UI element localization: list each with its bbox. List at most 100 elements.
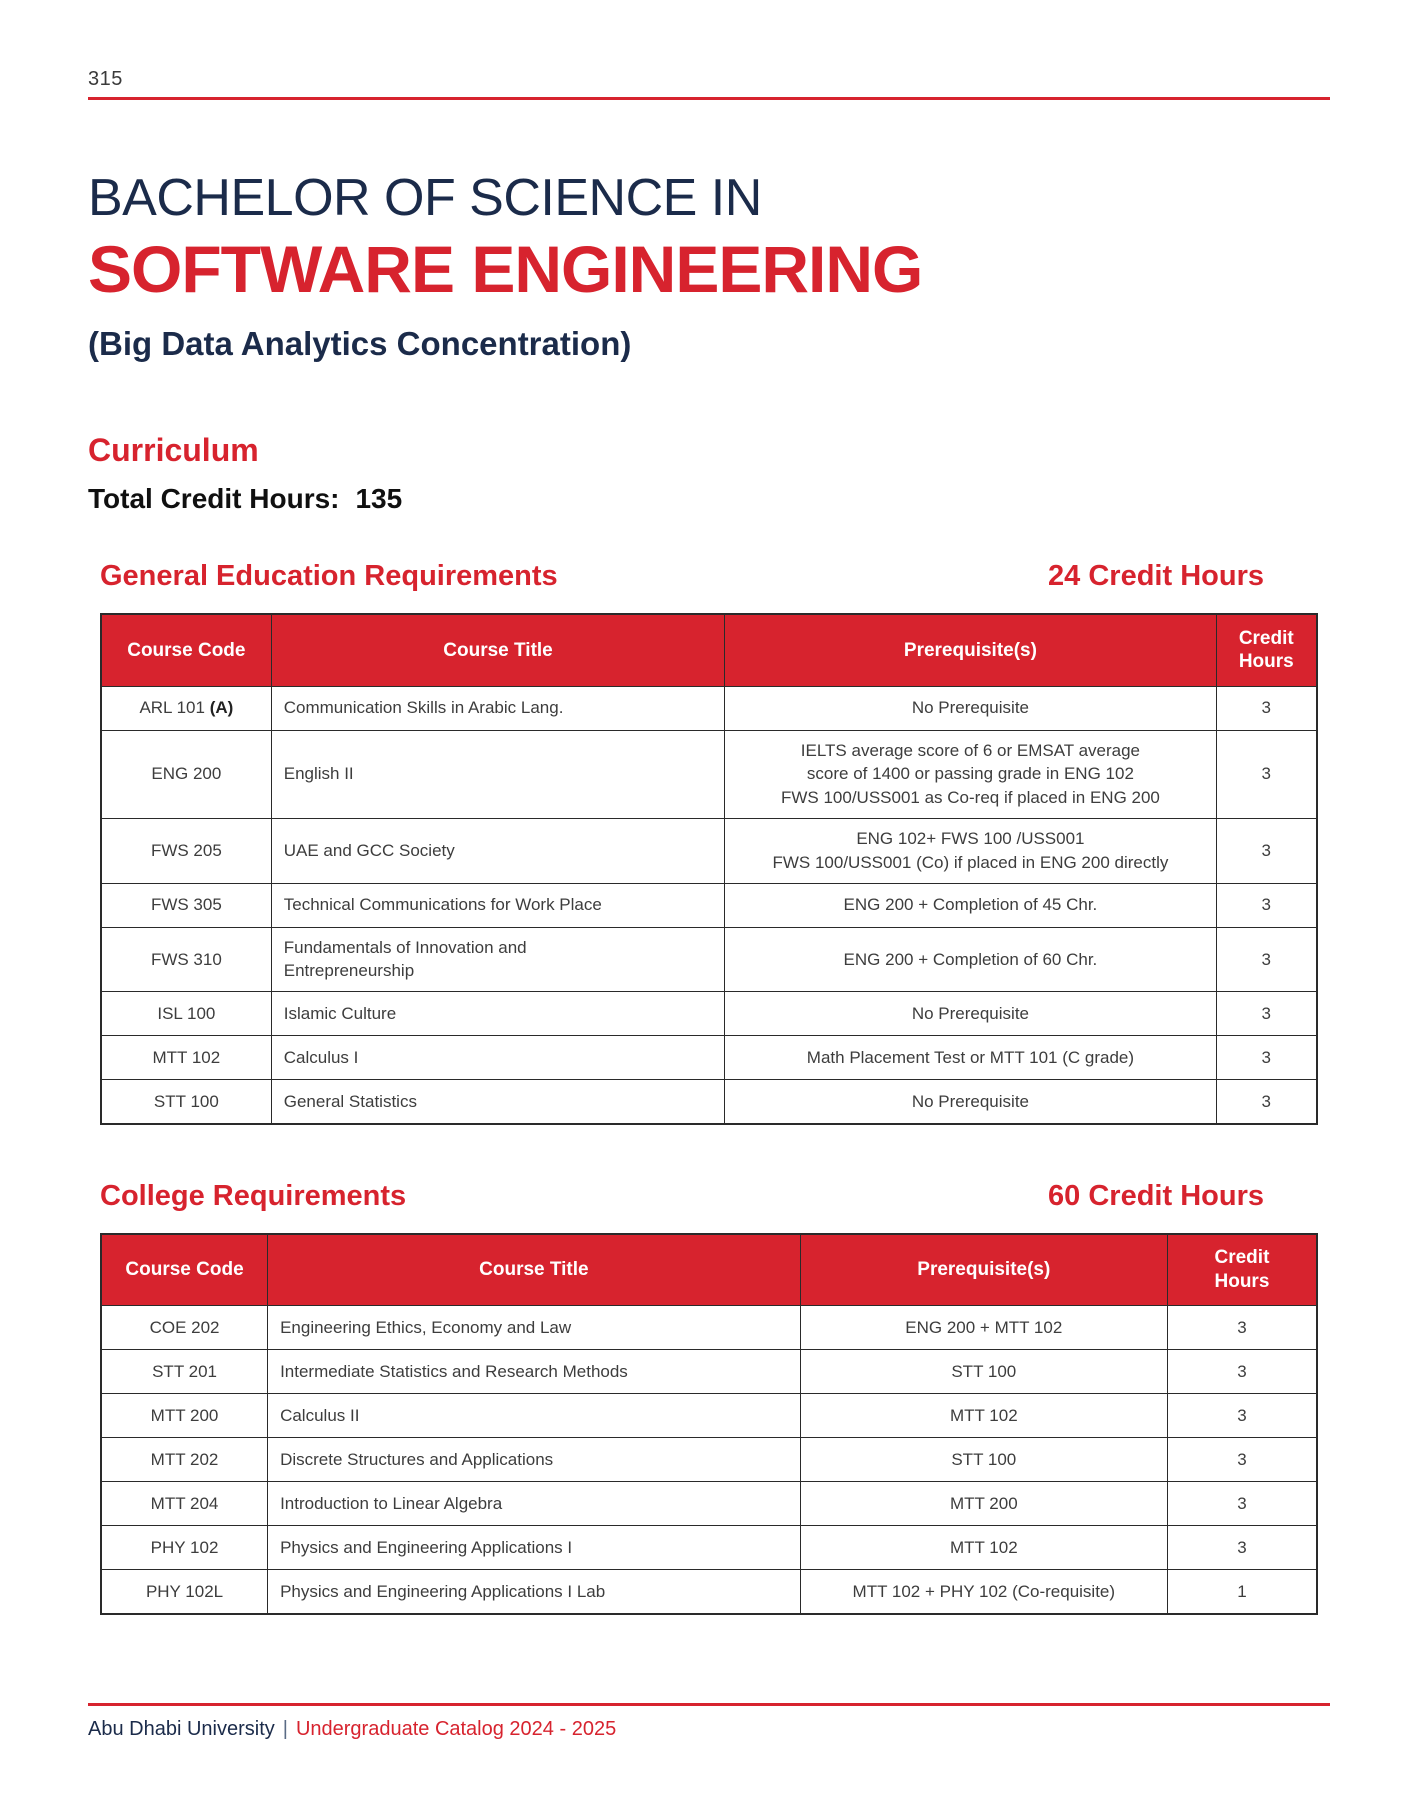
course-code-cell: FWS 305 (100, 882, 272, 928)
table-body: COE 202 Engineering Ethics, Economy and L… (100, 1305, 1318, 1615)
footer-separator: | (282, 1718, 288, 1740)
course-title-cell: Physics and Engineering Applications I (267, 1525, 801, 1571)
course-title-cell: Islamic Culture (270, 991, 726, 1037)
prerequisite-cell: No Prerequisite (724, 991, 1217, 1037)
prerequisite-cell: Math Placement Test or MTT 101 (C grade) (724, 1035, 1217, 1081)
header-row: Course Code Course Title Prerequisite(s) Cr… (100, 613, 1318, 687)
course-code-note: (A) (204, 698, 234, 718)
prerequisite-cell: IELTS average score of 6 or EMSAT averag… (724, 729, 1217, 820)
course-code-cell: PHY 102L (100, 1569, 269, 1615)
table-row: STT 201 Intermediate Statistics and Resea… (100, 1349, 1318, 1395)
table-row: FWS 310 Fundamentals of Innovation and En… (100, 926, 1318, 993)
footer-catalog: Undergraduate Catalog 2024 - 2025 (295, 1718, 617, 1740)
course-title-cell: Introduction to Linear Algebra (267, 1481, 801, 1527)
course-title-cell: Discrete Structures and Applications (267, 1437, 801, 1483)
college-requirements-table: Course Code Course Title Prerequisite(s) Cr… (100, 1232, 1318, 1615)
section-title: General Education Requirements (100, 560, 558, 593)
credit-hours-cell: 3 (1166, 1481, 1318, 1527)
table-row: COE 202 Engineering Ethics, Economy and L… (100, 1305, 1318, 1351)
course-code-cell: MTT 200 (100, 1393, 269, 1439)
table-row: MTT 204 Introduction to Linear Algebra MTT… (100, 1481, 1318, 1527)
course-code-cell: ARL 101 (A) (100, 685, 272, 731)
prerequisite-cell: ENG 102+ FWS 100 /USS001 FWS 100/USS001 … (724, 818, 1217, 884)
credit-hours-cell: 3 (1215, 882, 1318, 928)
credit-hours-cell: 3 (1215, 818, 1318, 884)
course-code-cell: PHY 102 (100, 1525, 269, 1571)
credit-hours-cell: 3 (1215, 991, 1318, 1037)
concentration-subtitle: (Big Data Analytics Concentration) (88, 325, 632, 362)
table-header: Course Code Course Title Prerequisite(s) Cr… (100, 613, 1318, 687)
credit-hours-cell: 3 (1215, 1035, 1318, 1081)
course-title-cell: Intermediate Statistics and Research Met… (267, 1349, 801, 1395)
column-header: Course Title (267, 1233, 801, 1307)
header-rule (88, 97, 1330, 100)
table-header: Course Code Course Title Prerequisite(s) Cr… (100, 1233, 1318, 1307)
credit-hours-cell: 3 (1215, 1079, 1318, 1125)
footer-university: Abu Dhabi University (88, 1718, 275, 1740)
course-code-cell: MTT 202 (100, 1437, 269, 1483)
credit-hours-cell: 3 (1215, 729, 1318, 820)
course-code-cell: FWS 310 (100, 926, 272, 993)
section-heading-general-education: General Education Requirements 24 Credit… (100, 560, 1264, 593)
total-credit-hours-label: Total Credit Hours: (88, 483, 340, 515)
prerequisite-cell: MTT 200 (799, 1481, 1168, 1527)
prerequisite-cell: STT 100 (799, 1437, 1168, 1483)
course-code-cell: MTT 204 (100, 1481, 269, 1527)
section-heading-college-requirements: College Requirements 60 Credit Hours (100, 1179, 1264, 1213)
section-credit-hours: 60 Credit Hours (1048, 1179, 1264, 1212)
course-title-cell: General Statistics (270, 1079, 726, 1125)
prerequisite-cell: MTT 102 (799, 1393, 1168, 1439)
course-title-cell: Technical Communications for Work Place (270, 882, 726, 928)
credit-hours-cell: 1 (1166, 1569, 1318, 1615)
section-title: College Requirements (100, 1179, 407, 1212)
section-credit-hours: 24 Credit Hours (1048, 560, 1264, 593)
table-row: ISL 100 Islamic Culture No Prerequisite 3 (100, 991, 1318, 1037)
credit-hours-cell: 3 (1166, 1525, 1318, 1571)
title-block: BACHELOR OF SCIENCE IN SOFTWARE ENGINEER… (88, 172, 1330, 362)
course-code-cell: FWS 205 (100, 818, 272, 884)
credit-hours-cell: 3 (1166, 1393, 1318, 1439)
table-row: MTT 102 Calculus I Math Placement Test or … (100, 1035, 1318, 1081)
program-name: SOFTWARE ENGINEERING (88, 232, 923, 306)
prerequisite-cell: No Prerequisite (724, 1079, 1217, 1125)
column-header: Course Code (100, 1233, 269, 1307)
table-row: ARL 101 (A) Communication Skills in Arabi… (100, 685, 1318, 731)
course-code-cell: ENG 200 (100, 729, 272, 820)
course-title-cell: Physics and Engineering Applications I L… (267, 1569, 801, 1615)
page-footer: Abu Dhabi University | Undergraduate Catal… (88, 1703, 1330, 1741)
course-title-cell: English II (270, 729, 726, 820)
course-title-cell: Communication Skills in Arabic Lang. (270, 685, 726, 731)
degree-prefix: BACHELOR OF SCIENCE IN (88, 169, 762, 227)
prerequisite-cell: ENG 200 + MTT 102 (799, 1305, 1168, 1351)
prerequisite-cell: MTT 102 + PHY 102 (Co-requisite) (799, 1569, 1168, 1615)
column-header: Course Code (100, 613, 272, 687)
table-body: ARL 101 (A) Communication Skills in Arabi… (100, 685, 1318, 1125)
course-title-cell: Calculus I (270, 1035, 726, 1081)
table-row: FWS 205 UAE and GCC Society ENG 102+ FWS 1… (100, 818, 1318, 884)
course-code-cell: MTT 102 (100, 1035, 272, 1081)
credit-hours-cell: 3 (1166, 1437, 1318, 1483)
table-row: PHY 102L Physics and Engineering Applicat… (100, 1569, 1318, 1615)
course-title-cell: Calculus II (267, 1393, 801, 1439)
column-header: Prerequisite(s) (799, 1233, 1168, 1307)
header-row: Course Code Course Title Prerequisite(s) Cr… (100, 1233, 1318, 1307)
credit-hours-cell: 3 (1215, 926, 1318, 993)
course-code-cell: STT 100 (100, 1079, 272, 1125)
course-title-cell: UAE and GCC Society (270, 818, 726, 884)
course-code-cell: ISL 100 (100, 991, 272, 1037)
column-header: Course Title (270, 613, 726, 687)
prerequisite-cell: ENG 200 + Completion of 60 Chr. (724, 926, 1217, 993)
table-row: MTT 202 Discrete Structures and Applicati… (100, 1437, 1318, 1483)
course-title-cell: Engineering Ethics, Economy and Law (267, 1305, 801, 1351)
column-header: Credit Hours (1215, 613, 1318, 687)
table-row: FWS 305 Technical Communications for Work… (100, 882, 1318, 928)
curriculum-heading: Curriculum (88, 432, 259, 469)
table-row: STT 100 General Statistics No Prerequisite… (100, 1079, 1318, 1125)
course-code-cell: STT 201 (100, 1349, 269, 1395)
column-header: Prerequisite(s) (724, 613, 1217, 687)
credit-hours-cell: 3 (1166, 1349, 1318, 1395)
general-education-table: Course Code Course Title Prerequisite(s) Cr… (100, 613, 1318, 1125)
table-row: PHY 102 Physics and Engineering Applicati… (100, 1525, 1318, 1571)
prerequisite-cell: STT 100 (799, 1349, 1168, 1395)
